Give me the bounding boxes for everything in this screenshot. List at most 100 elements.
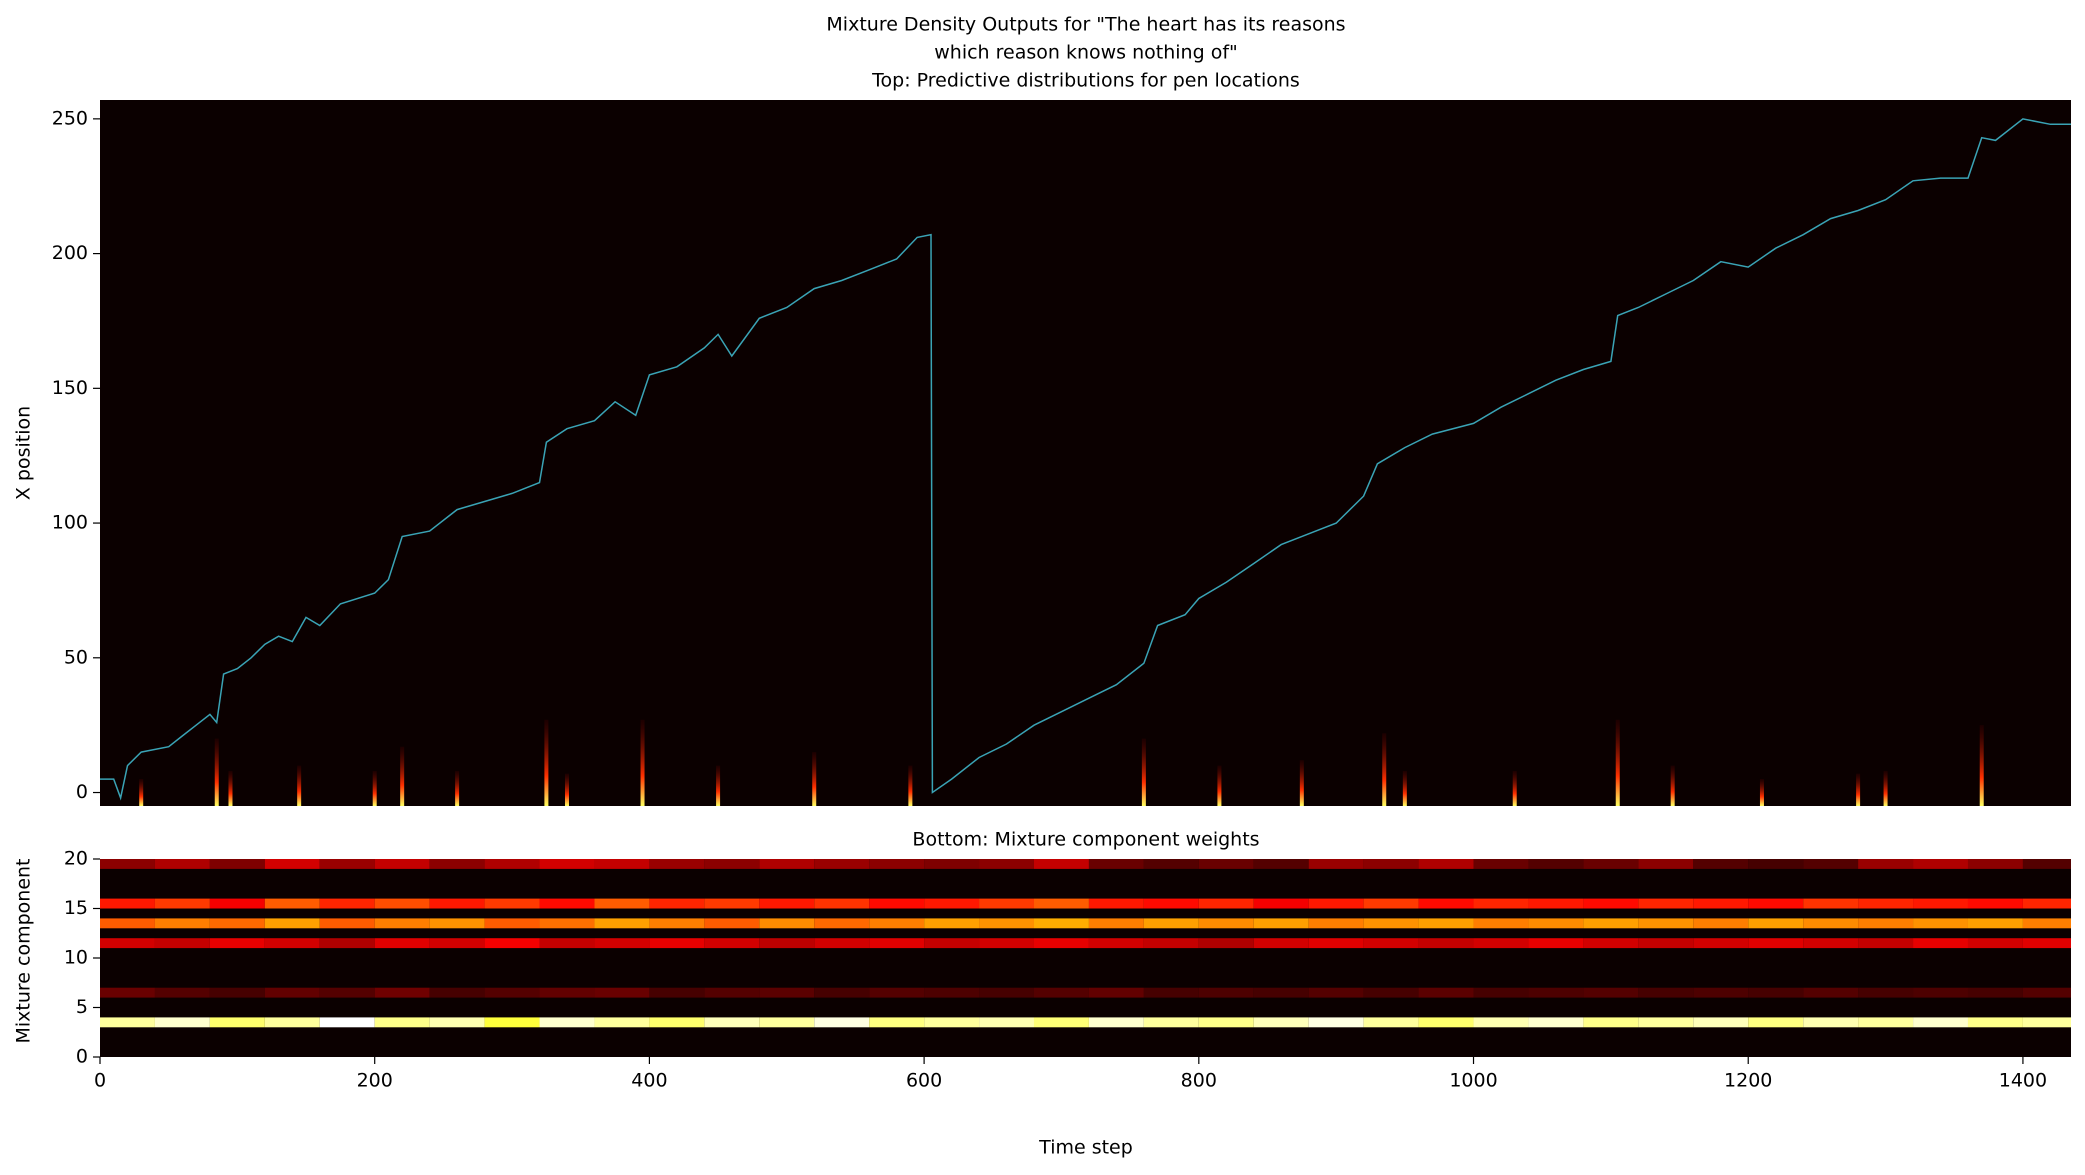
- heat-cell: [1583, 859, 1639, 869]
- heat-cell: [1913, 898, 1968, 909]
- density-spike: [1883, 770, 1888, 806]
- heat-cell: [869, 1017, 925, 1028]
- x-tick-label: 1200: [1724, 1070, 1772, 1092]
- heat-cell: [209, 898, 265, 909]
- density-spike: [1382, 733, 1387, 806]
- heat-cell: [1913, 1017, 1968, 1028]
- y-tick-label: 5: [76, 996, 88, 1018]
- heat-cell: [1473, 859, 1529, 869]
- heat-cell: [1858, 938, 1914, 949]
- density-spike: [640, 719, 645, 806]
- heat-cell: [154, 938, 210, 949]
- heat-cell: [1858, 898, 1914, 909]
- heat-cell: [759, 938, 815, 949]
- heat-cell: [264, 898, 320, 909]
- heat-cell: [649, 1017, 705, 1028]
- heat-cell: [649, 898, 705, 909]
- density-spike: [400, 746, 405, 806]
- heat-cell: [1473, 938, 1529, 949]
- heat-cell: [1748, 898, 1804, 909]
- heat-cell: [100, 938, 155, 949]
- heat-cell: [1363, 987, 1419, 998]
- heat-cell: [1198, 938, 1254, 949]
- heat-cell: [1308, 898, 1364, 909]
- heat-cell: [814, 1017, 870, 1028]
- density-spike: [812, 752, 817, 806]
- heat-cell: [759, 1017, 815, 1028]
- heat-cell: [1253, 938, 1309, 949]
- heat-cell: [649, 918, 705, 929]
- heat-cell: [924, 1017, 980, 1028]
- title-line: Mixture Density Outputs for "The heart h…: [826, 14, 1345, 36]
- heat-cell: [1033, 859, 1089, 869]
- density-spike: [716, 765, 721, 806]
- heat-cell: [319, 1017, 375, 1028]
- heat-cell: [1033, 987, 1089, 998]
- heat-cell: [2022, 987, 2071, 998]
- x-axis-label: Time step: [1038, 1137, 1133, 1159]
- density-spike: [139, 779, 144, 806]
- y-tick-label: 250: [52, 107, 88, 129]
- heat-cell: [539, 898, 595, 909]
- heat-cell: [539, 987, 595, 998]
- heat-cell: [1088, 1017, 1144, 1028]
- heat-cell: [1583, 987, 1639, 998]
- heat-cell: [979, 898, 1034, 909]
- heat-cell: [319, 918, 375, 929]
- heat-cell: [924, 938, 980, 949]
- heat-cell: [2022, 1017, 2071, 1028]
- heat-cell: [1803, 859, 1859, 869]
- heat-cell: [1308, 918, 1364, 929]
- heat-cell: [1253, 987, 1309, 998]
- heat-cell: [1693, 987, 1749, 998]
- heat-cell: [869, 938, 925, 949]
- heat-cell: [1967, 898, 2023, 909]
- heat-cell: [1803, 1017, 1859, 1028]
- heat-cell: [594, 898, 650, 909]
- heat-cell: [154, 987, 210, 998]
- heat-cell: [869, 987, 925, 998]
- y-tick-label: 0: [76, 781, 88, 803]
- heat-cell: [1143, 859, 1199, 869]
- heat-cell: [1143, 938, 1199, 949]
- heat-cell: [1198, 918, 1254, 929]
- heat-cell: [2022, 859, 2071, 869]
- heat-cell: [264, 918, 320, 929]
- position-line: [100, 118, 2071, 801]
- heat-cell: [1638, 1017, 1694, 1028]
- heat-cell: [1473, 987, 1529, 998]
- density-spike: [1979, 725, 1984, 806]
- panel-title: Bottom: Mixture component weights: [912, 829, 1259, 851]
- heat-cell: [100, 898, 155, 909]
- heat-cell: [1143, 1017, 1199, 1028]
- heat-cell: [1748, 938, 1804, 949]
- heat-cell: [1088, 918, 1144, 929]
- heat-cell: [1858, 859, 1914, 869]
- heat-cell: [1473, 898, 1529, 909]
- heat-cell: [1967, 918, 2023, 929]
- heat-cell: [814, 918, 870, 929]
- heat-cell: [484, 859, 540, 869]
- heat-cell: [1418, 918, 1474, 929]
- heat-cell: [100, 987, 155, 998]
- y-tick-label: 200: [52, 242, 88, 264]
- heat-cell: [1693, 1017, 1749, 1028]
- heat-cell: [814, 859, 870, 869]
- y-tick-label: 20: [64, 848, 88, 870]
- heat-cell: [374, 918, 430, 929]
- heat-cell: [154, 859, 210, 869]
- heat-cell: [869, 859, 925, 869]
- heat-cell: [319, 987, 375, 998]
- heat-cell: [1033, 898, 1089, 909]
- heat-cell: [1253, 1017, 1309, 1028]
- heat-cell: [1418, 987, 1474, 998]
- heat-cell: [154, 918, 210, 929]
- heat-cell: [704, 1017, 760, 1028]
- density-spike: [1402, 770, 1407, 806]
- heat-cell: [1748, 859, 1804, 869]
- heat-cell: [1473, 1017, 1529, 1028]
- heat-cell: [100, 859, 155, 869]
- x-tick-label: 1000: [1449, 1070, 1497, 1092]
- heat-cell: [319, 898, 375, 909]
- heat-cell: [979, 987, 1034, 998]
